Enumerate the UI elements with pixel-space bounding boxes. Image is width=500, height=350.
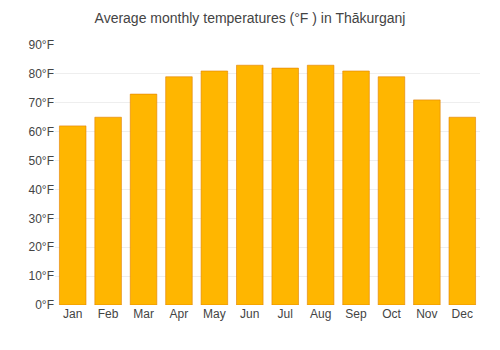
svg-text:Jun: Jun [240,307,259,321]
svg-text:50°F: 50°F [29,154,54,168]
svg-text:Nov: Nov [416,307,437,321]
svg-text:0°F: 0°F [35,298,54,312]
svg-text:10°F: 10°F [29,269,54,283]
svg-text:Mar: Mar [133,307,154,321]
svg-text:Jan: Jan [63,307,82,321]
svg-text:Average monthly temperatures (: Average monthly temperatures (°F ) in Th… [95,10,406,26]
svg-text:30°F: 30°F [29,212,54,226]
svg-text:Feb: Feb [98,307,119,321]
svg-text:80°F: 80°F [29,67,54,81]
svg-text:Aug: Aug [310,307,331,321]
svg-text:Dec: Dec [452,307,473,321]
svg-text:70°F: 70°F [29,96,54,110]
svg-text:Sep: Sep [345,307,367,321]
svg-text:Apr: Apr [170,307,189,321]
svg-text:20°F: 20°F [29,240,54,254]
svg-text:90°F: 90°F [29,38,54,52]
svg-text:May: May [203,307,226,321]
svg-text:Oct: Oct [382,307,401,321]
svg-text:Jul: Jul [278,307,293,321]
svg-text:60°F: 60°F [29,125,54,139]
svg-text:40°F: 40°F [29,183,54,197]
